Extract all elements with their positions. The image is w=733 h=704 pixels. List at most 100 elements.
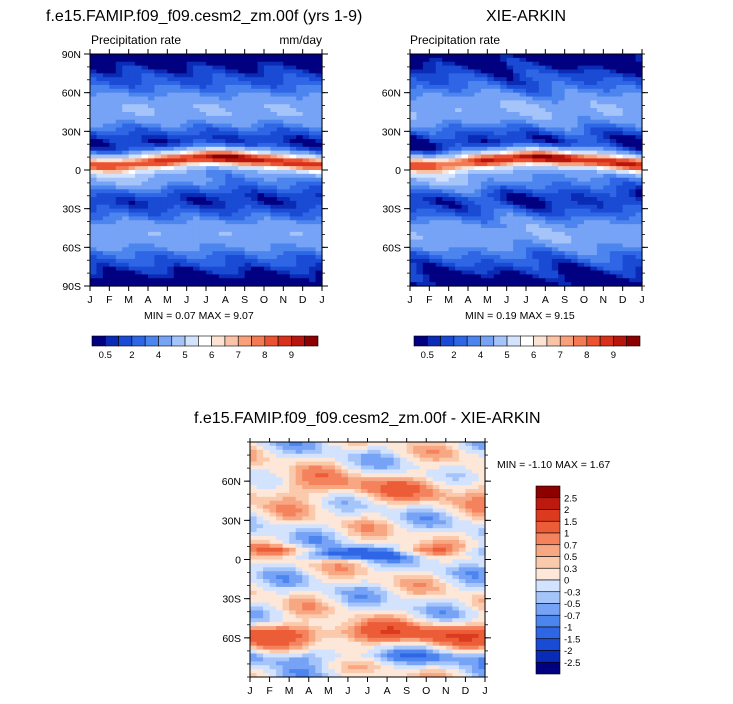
panel1-cell xyxy=(180,282,188,287)
panel1-cell xyxy=(206,262,214,268)
panel2-cell xyxy=(609,274,617,279)
panel1-cell xyxy=(315,266,323,272)
panel3-cell xyxy=(334,481,342,486)
panel2-cell xyxy=(577,119,585,125)
panel1-cell xyxy=(141,61,149,67)
panel2-cell xyxy=(468,204,476,210)
panel1-cell xyxy=(276,173,284,179)
panel1-cell xyxy=(244,185,252,190)
panel1-cell xyxy=(135,262,143,268)
panel2-cell xyxy=(480,173,488,179)
panel3-cell xyxy=(341,461,349,467)
panel2-cell xyxy=(442,142,450,148)
panel2-cell xyxy=(500,239,508,245)
panel1-cell xyxy=(128,224,136,229)
panel2-cell xyxy=(622,115,630,121)
panel1-cell xyxy=(206,146,214,152)
panel1-cell xyxy=(115,135,123,140)
panel2-cell xyxy=(416,127,424,132)
panel2-cell xyxy=(410,139,418,144)
panel2-cell xyxy=(493,278,501,283)
panel2-cell xyxy=(500,88,508,94)
panel1-cell xyxy=(135,131,143,136)
panel2-cell xyxy=(519,177,527,183)
panel1-cell xyxy=(109,142,117,148)
panel1-cell xyxy=(90,243,98,248)
panel2-cell xyxy=(448,119,456,125)
panel1-cell xyxy=(302,262,310,268)
panel1-cell xyxy=(309,173,317,179)
panel2-cell xyxy=(584,142,592,148)
panel2-colorbar-swatch xyxy=(480,335,495,347)
panel1-cell xyxy=(135,170,143,175)
panel1-cell xyxy=(90,131,98,136)
panel2-cell xyxy=(571,57,579,63)
panel1-cell xyxy=(218,158,226,163)
panel3-cell xyxy=(478,442,486,447)
panel2-cell xyxy=(571,216,579,221)
panel2-cell xyxy=(622,197,630,202)
panel1-cell xyxy=(270,262,278,268)
panel1-ytick-label: 30S xyxy=(62,204,81,216)
panel1-cell xyxy=(90,112,98,117)
panel1-cell xyxy=(251,119,259,125)
panel2-cell xyxy=(571,177,579,183)
panel1-cell xyxy=(289,108,297,113)
panel1-cell xyxy=(115,231,123,237)
panel1-cell xyxy=(115,212,123,217)
panel1-cell xyxy=(231,96,239,101)
panel3-cell xyxy=(452,465,460,471)
panel2-cell xyxy=(590,69,598,74)
panel1-cell xyxy=(218,208,226,214)
panel2-cell xyxy=(487,231,495,237)
panel1-cell xyxy=(148,100,156,105)
panel2-cell xyxy=(513,258,521,264)
panel2-cell xyxy=(538,266,546,272)
panel2-cell xyxy=(538,247,546,252)
panel1-cell xyxy=(154,61,162,67)
panel1-cell xyxy=(122,170,130,175)
panel1-cell xyxy=(115,108,123,113)
panel3-cell xyxy=(393,445,401,451)
panel1-cell xyxy=(173,73,181,78)
panel2-cell xyxy=(590,108,598,113)
panel1-cell xyxy=(154,127,162,132)
panel1-cell xyxy=(180,239,188,245)
panel2-cell xyxy=(616,204,624,210)
panel3-cell xyxy=(263,453,271,459)
panel1-cell xyxy=(90,108,98,113)
panel2-cell xyxy=(493,162,501,167)
panel1-cell xyxy=(180,193,188,198)
panel2-cell xyxy=(448,65,456,71)
panel3-cell xyxy=(341,457,349,463)
panel2-cell xyxy=(493,142,501,148)
panel1-cell xyxy=(199,200,207,206)
panel2-cell xyxy=(538,115,546,121)
panel2-cell xyxy=(442,92,450,98)
panel1-ytick-label: 30N xyxy=(62,126,81,138)
panel1-cell xyxy=(244,112,252,117)
panel1-colorbar-label: 9 xyxy=(289,350,294,361)
panel1-cell xyxy=(270,73,278,78)
panel1-cell xyxy=(102,181,110,187)
panel2-cell xyxy=(571,162,579,167)
panel2-cell xyxy=(500,204,508,210)
panel2-cell xyxy=(461,131,469,136)
panel1-cell xyxy=(309,181,317,187)
panel1-cell xyxy=(257,100,265,105)
panel1-cell xyxy=(218,220,226,225)
panel1-cell xyxy=(309,65,317,71)
panel3-cell xyxy=(308,461,316,467)
panel1-cell xyxy=(244,96,252,101)
panel1-cell xyxy=(128,231,136,237)
panel1-cell xyxy=(257,77,265,82)
panel2-cell xyxy=(455,115,463,121)
panel1-cell xyxy=(173,139,181,144)
panel2-cell xyxy=(577,239,585,245)
panel3-cell xyxy=(334,442,342,447)
panel1-cell xyxy=(141,200,149,206)
panel1-cell xyxy=(231,193,239,198)
panel2-cell xyxy=(571,108,579,113)
panel1-cell xyxy=(270,231,278,237)
panel1-cell xyxy=(90,84,98,90)
